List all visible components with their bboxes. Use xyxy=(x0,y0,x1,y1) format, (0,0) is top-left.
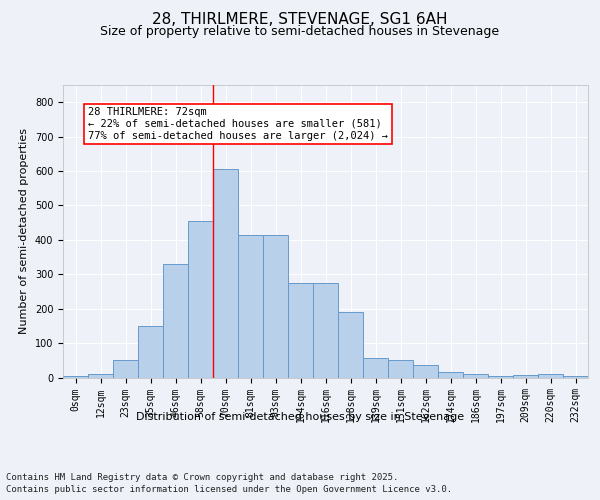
Bar xyxy=(463,374,488,378)
Text: Contains HM Land Registry data © Crown copyright and database right 2025.: Contains HM Land Registry data © Crown c… xyxy=(6,472,398,482)
Bar xyxy=(63,376,88,378)
Bar xyxy=(263,234,288,378)
Bar xyxy=(113,360,138,378)
Bar xyxy=(513,374,538,378)
Bar xyxy=(288,283,313,378)
Text: 28, THIRLMERE, STEVENAGE, SG1 6AH: 28, THIRLMERE, STEVENAGE, SG1 6AH xyxy=(152,12,448,28)
Bar xyxy=(488,376,513,378)
Bar xyxy=(163,264,188,378)
Y-axis label: Number of semi-detached properties: Number of semi-detached properties xyxy=(19,128,29,334)
Bar xyxy=(388,360,413,378)
Bar xyxy=(338,312,363,378)
Text: Size of property relative to semi-detached houses in Stevenage: Size of property relative to semi-detach… xyxy=(100,25,500,38)
Text: Contains public sector information licensed under the Open Government Licence v3: Contains public sector information licen… xyxy=(6,485,452,494)
Bar xyxy=(238,234,263,378)
Bar xyxy=(88,374,113,378)
Bar xyxy=(563,376,588,378)
Text: Distribution of semi-detached houses by size in Stevenage: Distribution of semi-detached houses by … xyxy=(136,412,464,422)
Bar xyxy=(138,326,163,378)
Bar xyxy=(413,366,438,378)
Bar xyxy=(438,372,463,378)
Text: 28 THIRLMERE: 72sqm
← 22% of semi-detached houses are smaller (581)
77% of semi-: 28 THIRLMERE: 72sqm ← 22% of semi-detach… xyxy=(88,108,388,140)
Bar xyxy=(213,170,238,378)
Bar xyxy=(363,358,388,378)
Bar xyxy=(313,283,338,378)
Bar xyxy=(538,374,563,378)
Bar xyxy=(188,221,213,378)
